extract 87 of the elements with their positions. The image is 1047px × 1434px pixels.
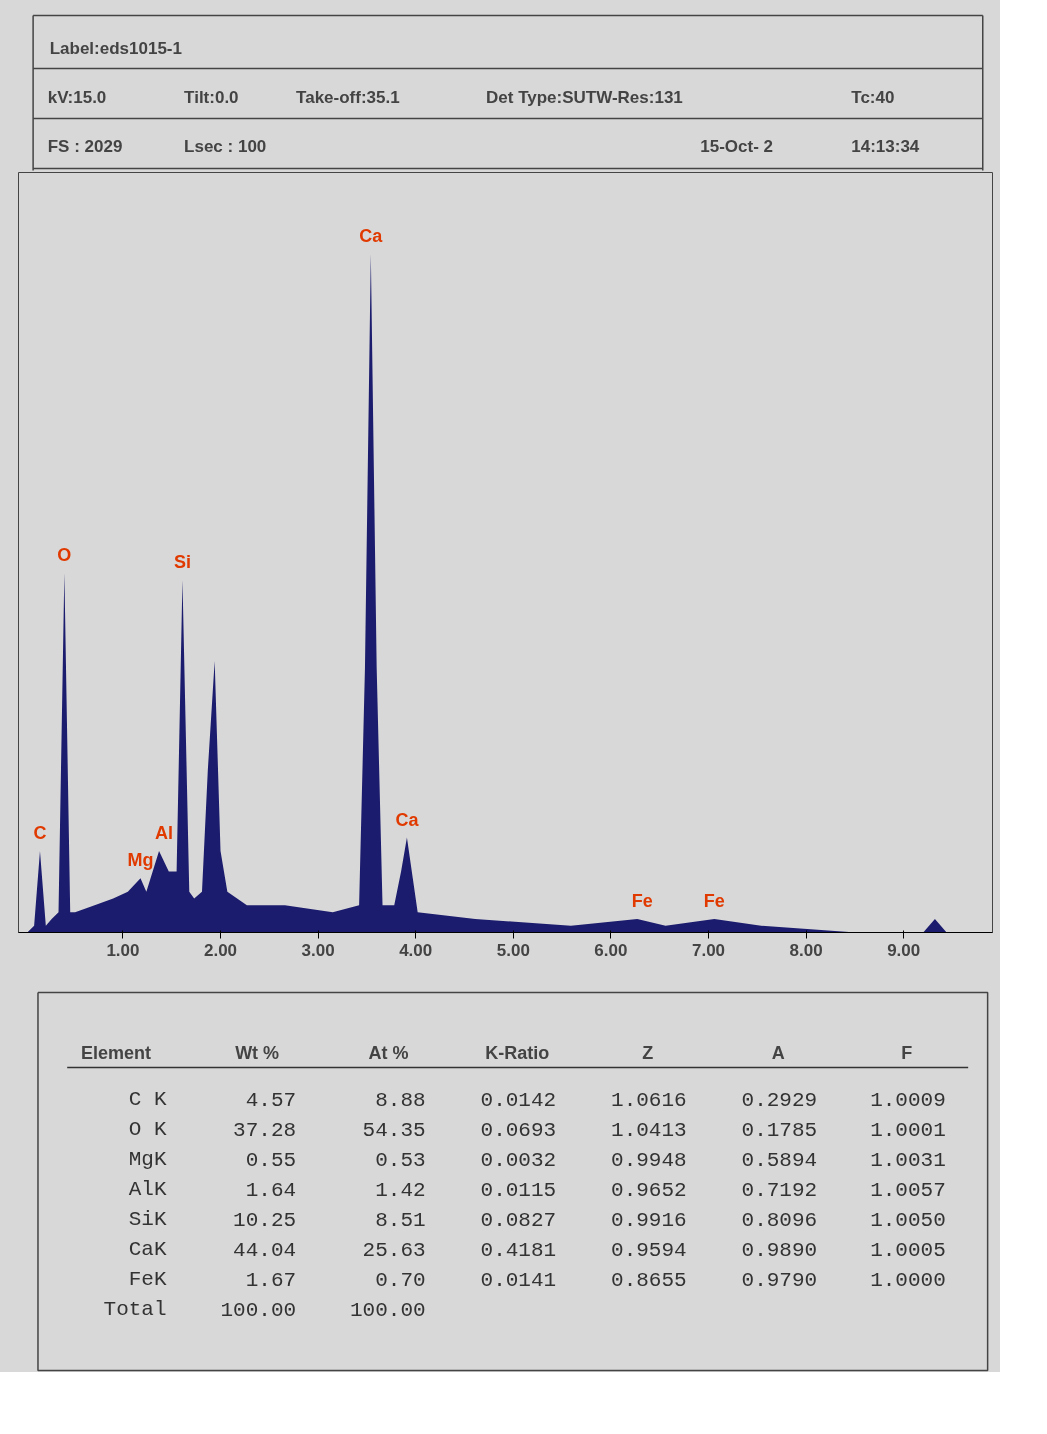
x-tick-label: 2.00 <box>203 940 238 960</box>
text: 0.8096 <box>741 1209 818 1232</box>
text: 1.0005 <box>870 1239 946 1262</box>
text: 10.25 <box>233 1209 297 1232</box>
text: Wt % <box>235 1042 280 1063</box>
text: SiK <box>128 1208 167 1231</box>
text: 8.88 <box>375 1089 426 1112</box>
text: 0.2929 <box>741 1089 818 1112</box>
text: 1.64 <box>245 1179 297 1202</box>
text: 37.28 <box>233 1119 297 1142</box>
text: 0.0032 <box>480 1149 557 1172</box>
text: 8.51 <box>375 1209 426 1232</box>
text: Take-off:35.1 <box>296 88 400 107</box>
text: 0.1785 <box>741 1119 818 1142</box>
text: 0.0827 <box>480 1209 557 1232</box>
x-tick-label: 1.00 <box>106 940 140 960</box>
text: CaK <box>128 1238 167 1261</box>
x-tick-label: 8.00 <box>789 940 823 960</box>
text: 0.0693 <box>480 1119 557 1142</box>
annotation: Ca <box>395 809 420 830</box>
text: 4.57 <box>245 1089 297 1112</box>
text: Tilt:0.0 <box>184 88 239 107</box>
text: Z <box>642 1042 654 1063</box>
text: 0.55 <box>245 1149 297 1172</box>
text: 0.0141 <box>480 1269 557 1292</box>
text: At % <box>368 1042 409 1063</box>
text: 0.5894 <box>741 1149 818 1172</box>
x-tick-label: 3.00 <box>301 940 335 960</box>
x-tick-label: 7.00 <box>691 940 726 960</box>
text: 1.0057 <box>870 1179 946 1202</box>
x-tick-label: 5.00 <box>496 940 530 960</box>
text: A <box>771 1042 785 1063</box>
text: 1.0001 <box>870 1119 946 1142</box>
annotation: Al <box>154 823 173 844</box>
text: 0.8655 <box>611 1269 687 1292</box>
text: C K <box>128 1088 167 1111</box>
text: O K <box>128 1118 167 1141</box>
text: 1.0009 <box>870 1089 946 1112</box>
text: Lsec : 100 <box>184 137 267 156</box>
text: 1.0000 <box>870 1269 946 1292</box>
text: 15-Oct- 2 <box>700 137 774 156</box>
text: AlK <box>128 1178 167 1201</box>
text: Det Type:SUTW-Res:131 <box>486 88 683 107</box>
text: 14:13:34 <box>851 137 920 156</box>
chart-title: Label:eds1015-1 <box>49 39 182 58</box>
text: 0.9790 <box>741 1269 818 1292</box>
text: 44.04 <box>233 1239 297 1262</box>
text: 1.42 <box>375 1179 426 1202</box>
text: Total <box>103 1298 167 1321</box>
annotation: Fe <box>703 890 725 911</box>
text: 0.7192 <box>741 1179 818 1202</box>
annotation: Mg <box>127 850 154 871</box>
x-tick-label: 9.00 <box>887 940 921 960</box>
x-tick-label: 6.00 <box>594 940 628 960</box>
text: 0.9594 <box>611 1239 687 1262</box>
text: 0.53 <box>375 1149 426 1172</box>
text: 0.70 <box>375 1269 426 1292</box>
text: 1.0616 <box>611 1089 687 1112</box>
text: 100.00 <box>350 1299 426 1322</box>
text: MgK <box>128 1148 167 1171</box>
x-tick-label: 4.00 <box>399 940 433 960</box>
text: 0.0142 <box>480 1089 557 1112</box>
annotation: Ca <box>359 225 384 246</box>
text: kV:15.0 <box>47 88 107 107</box>
annotation: O <box>57 544 72 565</box>
text: Tc:40 <box>851 88 895 107</box>
text: 0.9916 <box>611 1209 687 1232</box>
text: K-Ratio <box>485 1042 550 1063</box>
text: 0.9652 <box>611 1179 687 1202</box>
text: 0.0115 <box>480 1179 557 1202</box>
text: 54.35 <box>362 1119 426 1142</box>
annotation: Si <box>173 551 191 572</box>
text: 0.9948 <box>611 1149 687 1172</box>
text: 0.9890 <box>741 1239 818 1262</box>
text: 1.0050 <box>870 1209 946 1232</box>
text: 1.67 <box>245 1269 297 1292</box>
text: FS : 2029 <box>47 137 123 156</box>
annotation: Fe <box>631 890 653 911</box>
annotation: C <box>33 823 47 844</box>
text: Element <box>80 1042 151 1063</box>
text: FeK <box>128 1268 167 1291</box>
text: 0.4181 <box>480 1239 557 1262</box>
text: 25.63 <box>362 1239 426 1262</box>
text: 1.0031 <box>870 1149 946 1172</box>
text: 100.00 <box>220 1299 297 1322</box>
text: 1.0413 <box>611 1119 687 1142</box>
text: F <box>901 1042 913 1063</box>
